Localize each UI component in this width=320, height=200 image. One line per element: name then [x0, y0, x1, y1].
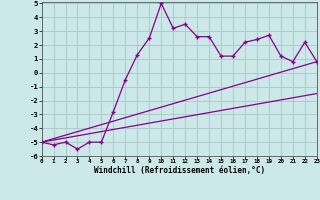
X-axis label: Windchill (Refroidissement éolien,°C): Windchill (Refroidissement éolien,°C): [94, 166, 265, 175]
